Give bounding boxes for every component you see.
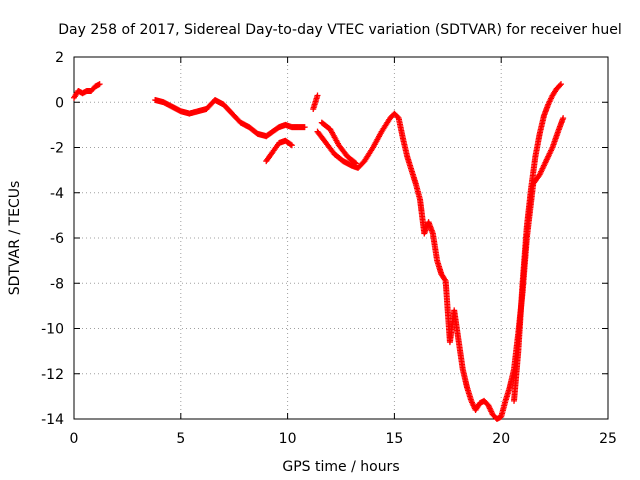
x-tick-label: 0 <box>70 431 79 447</box>
x-axis-label: GPS time / hours <box>282 459 399 475</box>
data-point <box>558 81 565 88</box>
y-tick-label: -2 <box>50 141 64 157</box>
chart-title: Day 258 of 2017, Sidereal Day-to-day VTE… <box>58 22 621 38</box>
y-axis-label: SDTVAR / TECUs <box>7 181 23 296</box>
data-points <box>71 81 567 422</box>
series-segment-4 <box>310 92 321 113</box>
y-tick-label: -10 <box>41 322 64 338</box>
data-point <box>301 124 308 131</box>
data-point <box>288 142 295 149</box>
x-tick-label: 5 <box>176 431 185 447</box>
y-tick-label: -6 <box>50 231 64 247</box>
tick-labels: 0 5 10 15 20 25 -14 -12 -10 -8 -6 -4 -2 0 2 <box>41 50 617 447</box>
data-point <box>96 81 103 88</box>
series-segment-2 <box>152 96 308 140</box>
grid <box>74 57 608 419</box>
y-tick-label: -4 <box>50 186 64 202</box>
y-tick-label: 0 <box>55 95 64 111</box>
y-tick-label: -14 <box>41 412 64 428</box>
data-point <box>352 160 359 167</box>
x-tick-label: 15 <box>385 431 403 447</box>
series-segment-3 <box>263 137 295 165</box>
data-point <box>351 159 358 166</box>
series-segment-7 <box>511 81 565 404</box>
data-point <box>556 82 563 89</box>
y-tick-label: -12 <box>41 367 64 383</box>
data-point <box>314 92 321 99</box>
y-tick-label: -8 <box>50 276 64 292</box>
series-segment-1 <box>71 81 103 101</box>
x-tick-label: 20 <box>492 431 510 447</box>
data-point <box>560 115 567 122</box>
data-point <box>287 141 294 148</box>
series-segment-6 <box>318 119 359 167</box>
x-tick-label: 25 <box>599 431 617 447</box>
x-tick-label: 10 <box>279 431 297 447</box>
y-tick-label: 2 <box>55 50 64 66</box>
